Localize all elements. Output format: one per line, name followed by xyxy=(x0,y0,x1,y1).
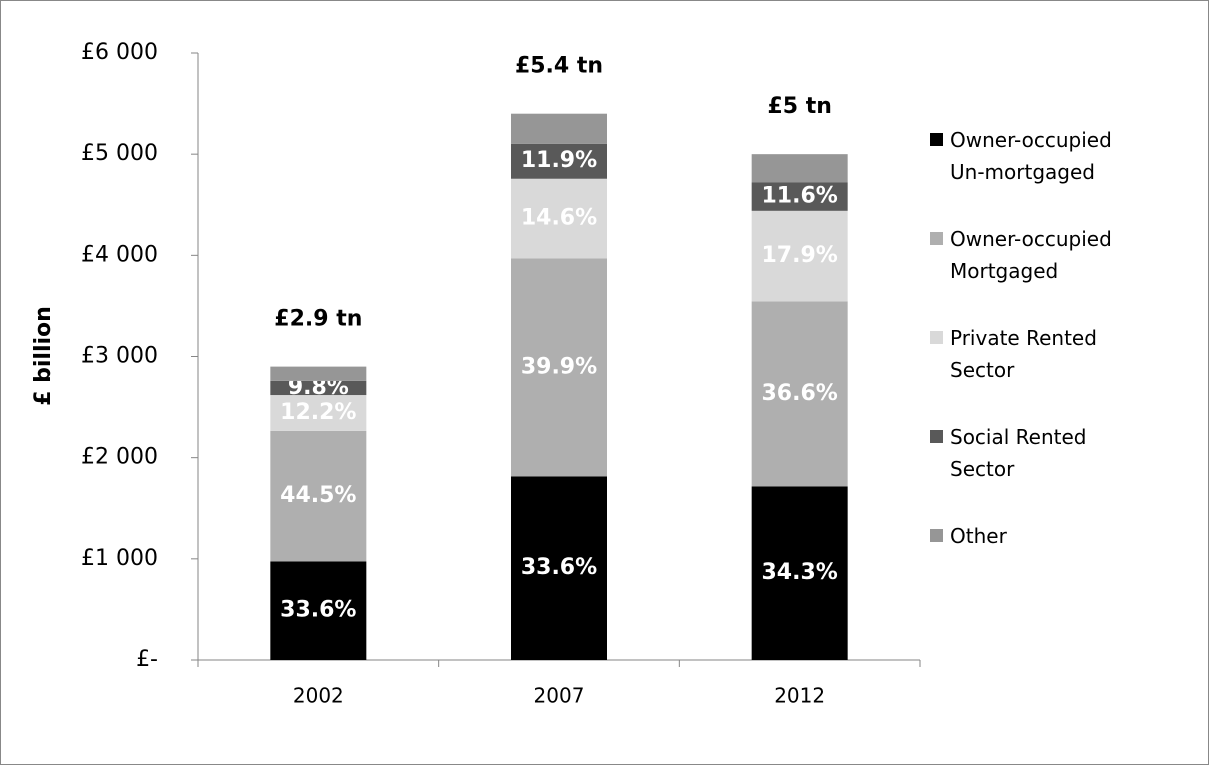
bar-segment xyxy=(270,395,367,431)
total-label: £5.4 tn xyxy=(515,54,603,79)
bar-segment xyxy=(511,258,607,477)
legend-label: Private Rented Sector xyxy=(950,326,1097,382)
legend-swatch xyxy=(930,133,943,146)
bar-segment xyxy=(751,154,848,183)
bar-segment xyxy=(511,476,607,660)
data-label: 14.6% xyxy=(521,206,597,231)
bar-segment xyxy=(751,301,848,487)
legend-label: Owner-occupied Un-mortgaged xyxy=(950,128,1112,184)
legend-swatch xyxy=(930,430,943,443)
data-label: 34.3% xyxy=(762,560,838,585)
bar-segment xyxy=(270,380,367,396)
data-label: 36.6% xyxy=(762,381,838,406)
x-tick-label: 2012 xyxy=(774,684,825,708)
y-axis-title: £ billion xyxy=(31,306,56,406)
y-tick-label: £2 000 xyxy=(81,445,158,470)
data-label: 33.6% xyxy=(280,598,356,623)
bar-segment xyxy=(751,182,848,211)
total-label: £5 tn xyxy=(767,94,831,119)
data-label: 17.9% xyxy=(762,243,838,268)
y-tick-label: £5 000 xyxy=(81,141,158,166)
data-label: 12.2% xyxy=(280,400,356,425)
y-tick-label: £1 000 xyxy=(81,546,158,571)
bar-segment xyxy=(751,210,848,302)
data-label: 33.6% xyxy=(521,555,597,580)
total-label: £2.9 tn xyxy=(274,307,362,332)
y-tick-label: £4 000 xyxy=(81,242,158,267)
legend-label: Owner-occupied Mortgaged xyxy=(950,227,1112,283)
bar-segment xyxy=(511,143,607,179)
y-tick-label: £- xyxy=(136,647,158,672)
bar-segment xyxy=(751,486,848,660)
x-tick-label: 2002 xyxy=(293,684,344,708)
bar-segment xyxy=(270,366,367,381)
bar-segment xyxy=(270,561,367,660)
bar-segment xyxy=(511,113,607,144)
data-label: 11.9% xyxy=(521,148,597,173)
data-label: 39.9% xyxy=(521,354,597,379)
y-tick-label: £3 000 xyxy=(81,344,158,369)
bar-segment xyxy=(270,430,367,562)
x-tick-label: 2007 xyxy=(534,684,585,708)
legend-swatch xyxy=(930,331,943,344)
data-label: 11.6% xyxy=(762,184,838,209)
legend-swatch xyxy=(930,232,943,245)
data-label: 44.5% xyxy=(280,483,356,508)
legend-swatch xyxy=(930,529,943,542)
y-tick-label: £6 000 xyxy=(81,40,158,65)
legend-label: Other xyxy=(950,524,1007,548)
bar-segment xyxy=(511,178,607,259)
legend-label: Social Rented Sector xyxy=(950,425,1087,481)
